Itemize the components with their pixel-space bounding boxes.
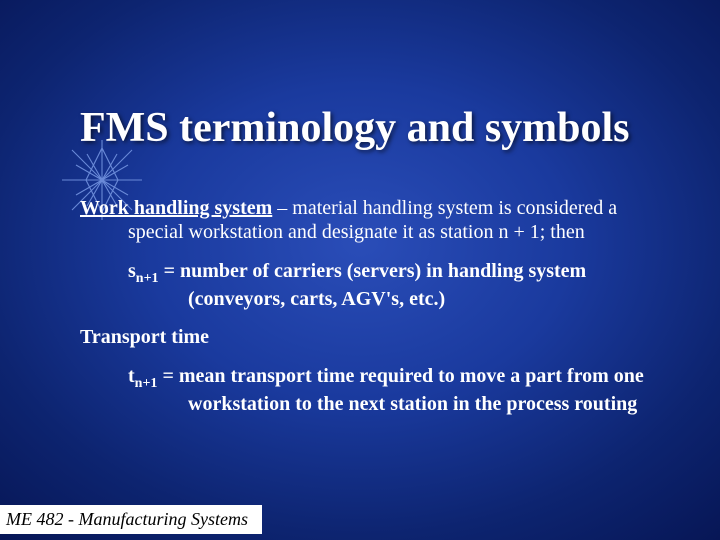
work-handling-paragraph: Work handling system – material handling… [80,196,670,245]
t-subscript: n+1 [135,376,158,391]
term-work-handling: Work handling system [80,197,272,219]
term-transport-time: Transport time [80,326,209,348]
s-definition: sn+1 = number of carriers (servers) in h… [80,259,670,311]
s-subscript: n+1 [136,271,159,286]
transport-time-heading: Transport time [80,325,670,349]
t-definition-text: = mean transport time required to move a… [157,365,643,415]
s-variable: s [128,260,136,282]
t-variable: t [128,365,135,387]
footer-course-label: ME 482 - Manufacturing Systems [0,505,262,534]
t-definition: tn+1 = mean transport time required to m… [80,364,670,416]
slide-title: FMS terminology and symbols [80,104,680,152]
s-definition-text: = number of carriers (servers) in handli… [159,260,587,310]
slide-body: Work handling system – material handling… [80,196,670,430]
